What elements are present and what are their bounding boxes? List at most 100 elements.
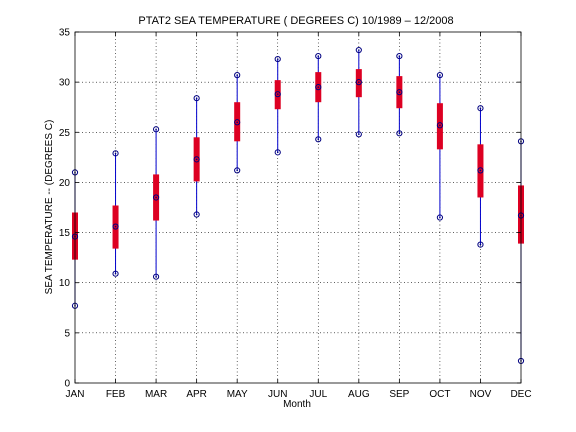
min-marker-dot xyxy=(276,151,279,154)
median-marker-dot xyxy=(195,158,198,161)
box-apr xyxy=(193,95,200,218)
max-marker xyxy=(355,46,362,54)
plot-frame xyxy=(74,31,522,384)
x-tick-label: JAN xyxy=(66,389,85,400)
median-marker xyxy=(477,167,484,174)
box-jun xyxy=(274,55,281,156)
box-iqr xyxy=(436,103,443,150)
x-tick-label: MAY xyxy=(227,389,248,400)
median-marker-dot xyxy=(276,93,279,95)
min-marker xyxy=(234,167,241,174)
min-marker xyxy=(396,130,403,137)
box-mar xyxy=(152,126,160,280)
max-marker-dot xyxy=(195,97,198,99)
min-marker-dot xyxy=(236,169,238,172)
median-marker xyxy=(355,79,362,86)
max-marker xyxy=(396,52,403,60)
x-tick-label: DEC xyxy=(510,389,531,400)
median-marker-dot xyxy=(358,81,360,83)
box-nov xyxy=(477,105,484,248)
grid-layer xyxy=(75,32,521,383)
median-marker-dot xyxy=(479,169,482,172)
median-marker xyxy=(193,156,200,163)
min-marker xyxy=(477,241,484,248)
y-tick-label: 25 xyxy=(59,128,71,139)
max-marker-dot xyxy=(317,55,320,57)
x-tick-label: JUL xyxy=(309,389,327,400)
max-marker xyxy=(234,72,241,79)
median-marker-dot xyxy=(317,86,320,88)
y-axis-label: SEA TEMPERATURE -- (DEGREES C) xyxy=(44,120,55,295)
min-marker xyxy=(112,270,119,277)
median-marker-dot xyxy=(439,124,441,127)
x-tick-label: APR xyxy=(186,389,207,400)
max-marker-dot xyxy=(358,49,360,51)
median-marker xyxy=(315,84,322,91)
median-marker xyxy=(152,194,160,201)
max-marker-dot xyxy=(479,107,482,110)
box-may xyxy=(234,72,241,174)
box-oct xyxy=(436,72,444,221)
box-feb xyxy=(112,150,119,277)
max-marker xyxy=(477,105,484,112)
x-axis-label: Month xyxy=(283,399,311,410)
y-tick-label: 20 xyxy=(59,178,71,189)
median-marker-dot xyxy=(398,91,401,93)
x-tick-label: JUN xyxy=(268,389,287,400)
x-tick-label: SEP xyxy=(389,389,409,400)
tick-layer: 0 5 10 15 20 25 30 35 JAN FEB MAR APR MAY JUN JUL AUG SE… xyxy=(59,28,532,401)
max-marker xyxy=(315,52,322,60)
min-marker-dot xyxy=(479,243,482,246)
y-tick-label: 10 xyxy=(59,278,71,289)
max-marker xyxy=(436,72,444,79)
median-marker xyxy=(234,119,241,126)
median-marker xyxy=(112,223,119,230)
min-marker-dot xyxy=(358,133,360,136)
min-marker-dot xyxy=(114,272,117,275)
min-marker xyxy=(315,136,322,143)
median-marker-dot xyxy=(155,196,157,199)
x-tick-label: NOV xyxy=(470,389,492,400)
box-jul xyxy=(315,52,322,143)
max-marker-dot xyxy=(439,74,441,76)
max-marker-dot xyxy=(276,58,279,60)
min-marker-dot xyxy=(155,275,157,278)
y-tick-label: 0 xyxy=(64,379,70,390)
min-marker-dot xyxy=(439,216,441,219)
min-marker xyxy=(355,131,362,138)
box-aug xyxy=(355,46,362,138)
min-marker xyxy=(274,149,281,156)
max-marker xyxy=(152,126,160,133)
min-marker-dot xyxy=(398,132,401,135)
max-marker-dot xyxy=(114,152,117,155)
max-marker xyxy=(112,150,119,157)
x-tick-label: FEB xyxy=(106,389,126,400)
chart-title: PTAT2 SEA TEMPERATURE ( DEGREES C) 10/19… xyxy=(138,15,453,27)
median-marker xyxy=(396,89,403,96)
y-tick-label: 35 xyxy=(59,28,71,39)
y-tick-label: 5 xyxy=(64,328,70,339)
min-marker xyxy=(436,214,444,221)
max-marker-dot xyxy=(398,55,401,57)
median-marker-dot xyxy=(114,225,117,228)
max-marker xyxy=(274,55,281,63)
median-marker xyxy=(274,91,281,98)
min-marker xyxy=(152,273,160,280)
x-tick-label: OCT xyxy=(429,389,450,400)
min-marker-dot xyxy=(195,213,198,216)
max-marker-dot xyxy=(236,74,238,76)
min-marker xyxy=(193,211,200,218)
box-iqr xyxy=(355,69,362,98)
data-layer xyxy=(71,46,525,365)
y-tick-label: 15 xyxy=(59,228,71,239)
median-marker-dot xyxy=(236,121,238,124)
min-marker-dot xyxy=(317,138,320,141)
x-tick-label: AUG xyxy=(348,389,370,400)
x-tick-label: MAR xyxy=(145,389,167,400)
y-tick-label: 30 xyxy=(59,78,71,89)
max-marker xyxy=(193,95,200,102)
median-marker xyxy=(436,122,444,129)
box-sep xyxy=(396,52,403,137)
max-marker-dot xyxy=(155,128,157,131)
